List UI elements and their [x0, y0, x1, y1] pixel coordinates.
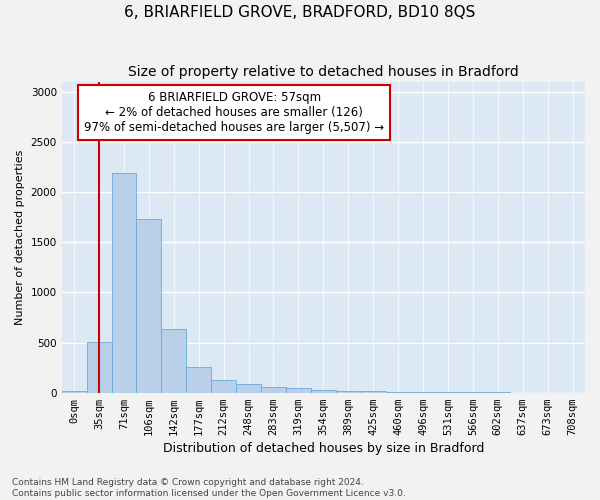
Bar	[211, 380, 236, 392]
Bar	[311, 390, 336, 392]
Bar	[86, 342, 112, 392]
Bar	[161, 330, 186, 392]
Bar	[186, 366, 211, 392]
Bar	[236, 384, 261, 392]
X-axis label: Distribution of detached houses by size in Bradford: Distribution of detached houses by size …	[163, 442, 484, 455]
Bar	[136, 219, 161, 392]
Bar	[112, 173, 136, 392]
Bar	[361, 391, 386, 392]
Bar	[62, 390, 86, 392]
Bar	[286, 388, 311, 392]
Title: Size of property relative to detached houses in Bradford: Size of property relative to detached ho…	[128, 65, 519, 79]
Bar	[261, 386, 286, 392]
Text: 6, BRIARFIELD GROVE, BRADFORD, BD10 8QS: 6, BRIARFIELD GROVE, BRADFORD, BD10 8QS	[124, 5, 476, 20]
Text: Contains HM Land Registry data © Crown copyright and database right 2024.
Contai: Contains HM Land Registry data © Crown c…	[12, 478, 406, 498]
Y-axis label: Number of detached properties: Number of detached properties	[15, 150, 25, 325]
Text: 6 BRIARFIELD GROVE: 57sqm
← 2% of detached houses are smaller (126)
97% of semi-: 6 BRIARFIELD GROVE: 57sqm ← 2% of detach…	[85, 91, 385, 134]
Bar	[336, 390, 361, 392]
